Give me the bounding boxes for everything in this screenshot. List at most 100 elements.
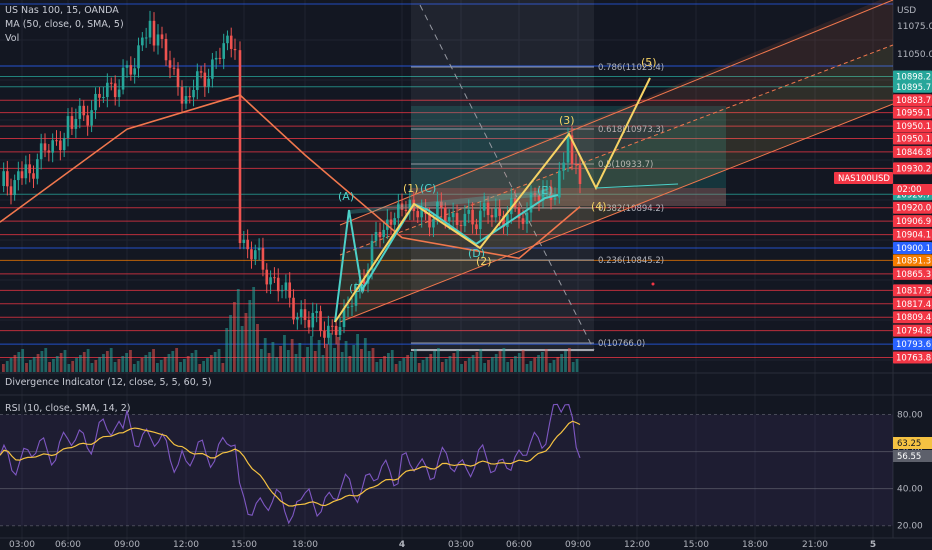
price-tag-background — [893, 351, 932, 364]
price-tag-label: 10950.1 — [896, 134, 931, 144]
volume-bar — [117, 359, 121, 372]
volume-bar — [556, 357, 560, 372]
candle-body — [471, 209, 474, 225]
price-tag-label: 10906.9 — [896, 217, 931, 227]
volume-bar — [575, 359, 579, 372]
ma50-line — [0, 94, 581, 260]
volume-bar — [90, 363, 94, 372]
candle-body — [327, 325, 330, 338]
rsi-pane-title[interactable]: RSI (10, close, SMA, 14, 2) — [5, 403, 131, 414]
candle-body — [517, 207, 521, 219]
volume-bar — [302, 358, 306, 372]
rsi-axis-tick: 40.00 — [897, 485, 923, 495]
price-tag-label: 10883.7 — [896, 96, 931, 106]
candle-body — [98, 93, 101, 98]
candle-body — [168, 60, 172, 68]
volume-bar — [379, 359, 383, 372]
volume-bar — [506, 362, 510, 372]
volume-bar — [348, 356, 352, 372]
channel-lower-band — [340, 45, 893, 322]
volume-bar — [52, 359, 55, 372]
candle-body — [164, 38, 168, 61]
volume-bar — [413, 349, 417, 372]
fib-level-label: 0.382(10894.2) — [598, 204, 664, 214]
candle-body — [199, 71, 203, 73]
candle-body — [296, 317, 299, 320]
candle-body — [20, 171, 24, 179]
candle-body — [370, 240, 374, 270]
volume-bar — [340, 352, 344, 372]
candle-body — [176, 68, 180, 88]
yellow-wave-label: (1) — [403, 182, 419, 195]
fib-stop-zone — [411, 188, 726, 206]
volume-bar — [521, 350, 525, 372]
candle-body — [188, 96, 192, 98]
time-axis-label: 21:00 — [802, 540, 828, 550]
rsi-tag-label: 56.55 — [897, 452, 921, 462]
price-tag: 10817.4 — [893, 297, 932, 310]
volume-bar — [28, 360, 32, 372]
volume-bar — [121, 356, 125, 372]
price-tag: 10763.8 — [893, 351, 932, 364]
price-tag-background — [893, 215, 932, 228]
yellow-wave-label: (2) — [476, 255, 492, 268]
rsi-tag-background — [893, 450, 932, 462]
volume-bar — [171, 351, 175, 372]
volume-bar — [86, 349, 90, 372]
time-axis-label: 18:00 — [292, 540, 318, 550]
time-axis-label: 18:00 — [742, 540, 768, 550]
volume-bar — [325, 344, 329, 372]
volume-bar — [502, 348, 506, 372]
time-axis-label: 12:00 — [173, 540, 199, 550]
divergence-pane-title[interactable]: Divergence Indicator (12, close, 5, 5, 6… — [5, 377, 212, 388]
volume-bar — [452, 353, 456, 372]
candle-body — [541, 190, 545, 201]
price-axis-tick: 11050.0 — [897, 50, 932, 60]
time-axis-label: 06:00 — [55, 540, 81, 550]
candle-body — [82, 105, 86, 116]
volume-bar — [475, 352, 479, 372]
volume-bar — [233, 302, 236, 372]
ma-legend[interactable]: MA (50, close, 0, SMA, 5) — [5, 19, 124, 30]
volume-bar — [229, 315, 232, 372]
volume-bar — [98, 357, 102, 372]
price-tag-label: 10865.3 — [896, 270, 931, 280]
candle-body — [566, 135, 570, 163]
volume-bar — [371, 348, 375, 372]
volume-bar — [105, 351, 109, 372]
candle-body — [9, 186, 13, 196]
price-tag-background — [893, 242, 932, 254]
volume-bar — [75, 358, 78, 372]
volume-bar — [109, 348, 113, 372]
volume-bar — [544, 349, 548, 372]
price-tag: 10904.1 — [893, 228, 932, 241]
teal-wave-label: (A) — [338, 190, 354, 203]
volume-bar — [387, 353, 390, 372]
rsi-band — [0, 414, 893, 526]
volume-bar — [36, 354, 40, 372]
candle-body — [109, 82, 113, 84]
volume-bar — [490, 357, 494, 372]
price-tag-label: 10794.8 — [896, 327, 931, 337]
candle-body — [28, 164, 31, 174]
teal-wave-path — [334, 194, 559, 323]
volume-bar — [163, 357, 167, 372]
candle-body — [475, 224, 478, 230]
candle-body — [59, 140, 62, 151]
price-tag: 10900.1 — [893, 242, 932, 254]
candle-body — [276, 277, 280, 292]
volume-bar — [467, 358, 471, 372]
candle-body — [299, 309, 303, 318]
volume-legend[interactable]: Vol — [5, 33, 20, 44]
symbol-legend[interactable]: US Nas 100, 15, OANDA — [5, 5, 119, 16]
volume-bar — [236, 289, 240, 372]
price-tag-label: 10793.6 — [896, 340, 931, 350]
price-tag: 10891.3 — [893, 254, 932, 267]
candle-body — [416, 211, 420, 218]
volume-bar — [5, 361, 9, 372]
volume-bar — [167, 354, 171, 372]
volume-bar — [279, 346, 282, 372]
fib-level-label: 0.786(11023.4) — [598, 63, 664, 73]
price-tag-background — [893, 106, 932, 119]
